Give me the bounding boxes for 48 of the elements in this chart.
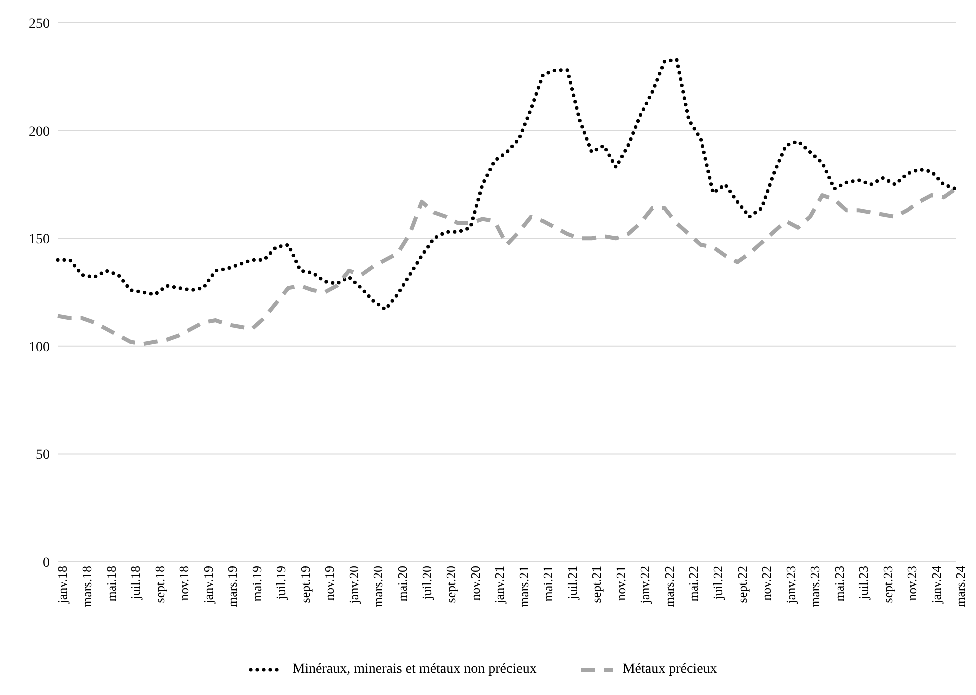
legend-label: Minéraux, minerais et métaux non précieux [292,662,537,678]
x-tick-label: mai.23 [832,566,847,602]
x-tick-label: janv.21 [492,566,508,605]
x-tick-label: mars.23 [808,566,823,608]
x-tick-label: mars.24 [953,566,968,608]
x-tick-label: juil.20 [419,566,434,601]
x-tick-label: mars.21 [516,566,532,608]
x-tick-label: mai.22 [686,566,702,602]
line-series [56,58,958,312]
y-tick-label: 0 [43,556,50,571]
x-tick-label: nov.20 [468,566,483,601]
x-tick-label: janv.19 [200,566,216,605]
x-tick-label: nov.19 [322,566,338,601]
x-tick-label: janv.23 [783,566,798,605]
x-tick-label: sept.22 [734,566,750,604]
y-tick-label: 200 [29,124,50,140]
x-tick-label: mai.19 [249,566,264,602]
x-tick-label: juil.21 [564,566,580,601]
x-tick-label: mai.20 [395,566,410,602]
x-tick-label: janv.18 [55,566,70,605]
x-tick-label: mai.21 [540,566,556,602]
line-series [56,187,958,346]
x-tick-label: mars.19 [225,566,240,608]
x-tick-label: mai.18 [104,566,119,602]
y-tick-label: 150 [29,232,50,248]
x-tick-label: juil.23 [856,566,872,601]
legend-label: Métaux précieux [622,662,718,678]
x-tick-label: mars.20 [370,566,386,608]
y-tick-label: 100 [29,340,50,356]
x-tick-label: janv.20 [346,566,362,605]
x-tick-label: janv.22 [638,566,653,605]
x-tick-label: nov.22 [759,566,774,601]
x-tick-label: sept.20 [444,566,459,604]
x-tick-label: nov.18 [176,566,192,601]
y-tick-label: 50 [36,448,50,464]
x-tick-label: juil.22 [710,566,726,601]
x-tick-label: nov.21 [613,566,628,601]
x-tick-label: mars.18 [80,566,94,608]
x-tick-label: mars.22 [662,566,677,608]
x-tick-label: juil.18 [128,566,144,601]
x-tick-label: nov.23 [904,566,920,601]
x-tick-label: sept.18 [152,566,168,604]
x-tick-label: janv.24 [928,566,944,605]
x-tick-label: sept.19 [298,566,313,604]
x-tick-label: sept.21 [589,566,604,604]
x-tick-label: sept.23 [880,566,896,604]
x-tick-label: juil.19 [274,566,289,601]
y-tick-label: 250 [29,16,50,32]
